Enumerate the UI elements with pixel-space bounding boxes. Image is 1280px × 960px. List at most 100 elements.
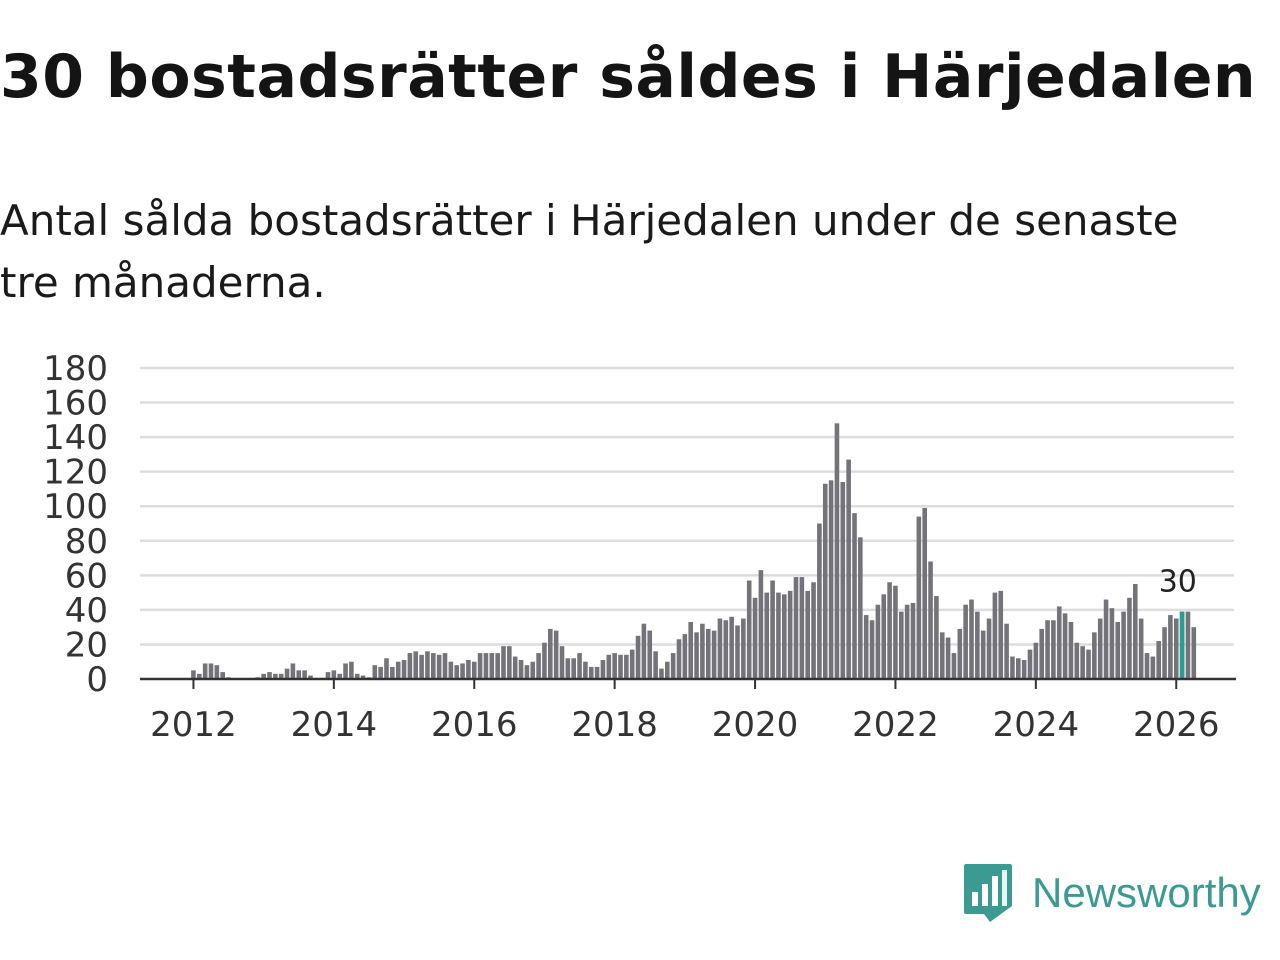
bar bbox=[407, 653, 413, 679]
bar bbox=[612, 653, 617, 679]
y-tick-label: 40 bbox=[65, 591, 108, 631]
bar bbox=[840, 482, 846, 679]
bar bbox=[899, 611, 904, 679]
bar bbox=[337, 673, 342, 679]
grid-lines bbox=[140, 366, 1234, 646]
bar bbox=[413, 651, 419, 679]
bar bbox=[746, 580, 752, 679]
bar bbox=[214, 665, 220, 679]
x-tick-label: 2022 bbox=[852, 705, 939, 745]
bar bbox=[717, 618, 723, 679]
bar bbox=[969, 599, 974, 679]
bar bbox=[583, 661, 588, 679]
x-tick-label: 2016 bbox=[431, 705, 518, 745]
bar bbox=[688, 621, 693, 679]
bar bbox=[378, 666, 383, 679]
bar bbox=[910, 602, 916, 679]
bar bbox=[934, 596, 939, 679]
bar bbox=[793, 577, 799, 679]
bar bbox=[466, 659, 471, 679]
bar bbox=[553, 630, 559, 679]
bar bbox=[331, 670, 337, 679]
bar bbox=[723, 620, 729, 679]
bar bbox=[390, 666, 395, 679]
bar bbox=[963, 604, 968, 679]
bar bbox=[1185, 611, 1191, 679]
bar bbox=[208, 663, 214, 679]
bar bbox=[805, 590, 810, 679]
bar bbox=[512, 656, 518, 679]
bar-highlight bbox=[1179, 611, 1185, 679]
bar bbox=[1133, 583, 1138, 679]
bar bbox=[945, 637, 951, 679]
bar bbox=[817, 523, 822, 679]
bar bbox=[594, 666, 600, 679]
bar bbox=[360, 675, 366, 679]
y-tick-label: 180 bbox=[43, 349, 108, 389]
bar bbox=[384, 658, 389, 679]
bar bbox=[471, 661, 477, 679]
bar bbox=[530, 661, 536, 679]
chart-subtitle: Antal sålda bostadsrätter i Härjedalen u… bbox=[0, 196, 1179, 307]
y-tick-label: 100 bbox=[43, 487, 108, 527]
bar bbox=[518, 659, 524, 679]
bar bbox=[401, 659, 407, 679]
bar bbox=[1004, 623, 1009, 679]
bar bbox=[635, 635, 641, 679]
bar bbox=[1109, 608, 1115, 679]
bar bbox=[419, 654, 424, 679]
bar bbox=[1103, 599, 1109, 679]
bar bbox=[787, 590, 793, 679]
bar bbox=[267, 672, 272, 679]
brand-logo: Newsworthy bbox=[962, 862, 1261, 924]
bar bbox=[290, 663, 296, 679]
bar bbox=[1115, 621, 1121, 679]
bar bbox=[349, 661, 354, 679]
bar bbox=[343, 663, 348, 679]
brand-name: Newsworthy bbox=[1032, 869, 1261, 916]
bar bbox=[881, 594, 887, 679]
bar bbox=[700, 623, 705, 679]
bar bbox=[893, 585, 898, 679]
bar bbox=[676, 639, 682, 679]
bar bbox=[1074, 642, 1080, 679]
bar bbox=[395, 661, 401, 679]
bar bbox=[1173, 618, 1179, 679]
bar bbox=[647, 630, 653, 679]
bar bbox=[904, 604, 910, 679]
bar bbox=[659, 668, 664, 679]
bar bbox=[325, 672, 331, 679]
x-tick-label: 2018 bbox=[571, 705, 658, 745]
bar bbox=[1144, 653, 1150, 679]
bar bbox=[980, 630, 986, 679]
y-tick-label: 80 bbox=[65, 522, 108, 562]
bar bbox=[875, 604, 881, 679]
bars bbox=[191, 423, 1197, 679]
bar bbox=[1138, 618, 1144, 679]
bar bbox=[1156, 640, 1161, 679]
bar bbox=[524, 665, 530, 679]
bar bbox=[548, 628, 553, 679]
bar bbox=[887, 582, 892, 679]
bar bbox=[758, 570, 764, 679]
bar bbox=[975, 611, 980, 679]
bar bbox=[653, 651, 658, 679]
bar bbox=[308, 675, 313, 679]
bar bbox=[752, 597, 758, 679]
bar bbox=[729, 616, 734, 679]
bar bbox=[770, 580, 775, 679]
bar bbox=[261, 673, 266, 679]
bar bbox=[273, 673, 278, 679]
bar bbox=[641, 623, 647, 679]
y-tick-label: 140 bbox=[43, 418, 108, 458]
bar bbox=[822, 483, 828, 679]
bar bbox=[542, 642, 547, 679]
bar bbox=[665, 661, 670, 679]
bar bbox=[1056, 606, 1062, 679]
bar bbox=[202, 663, 208, 679]
x-tick-label: 2020 bbox=[712, 705, 799, 745]
bar bbox=[711, 630, 717, 679]
bar bbox=[1080, 646, 1085, 679]
y-tick-label: 0 bbox=[86, 660, 108, 700]
